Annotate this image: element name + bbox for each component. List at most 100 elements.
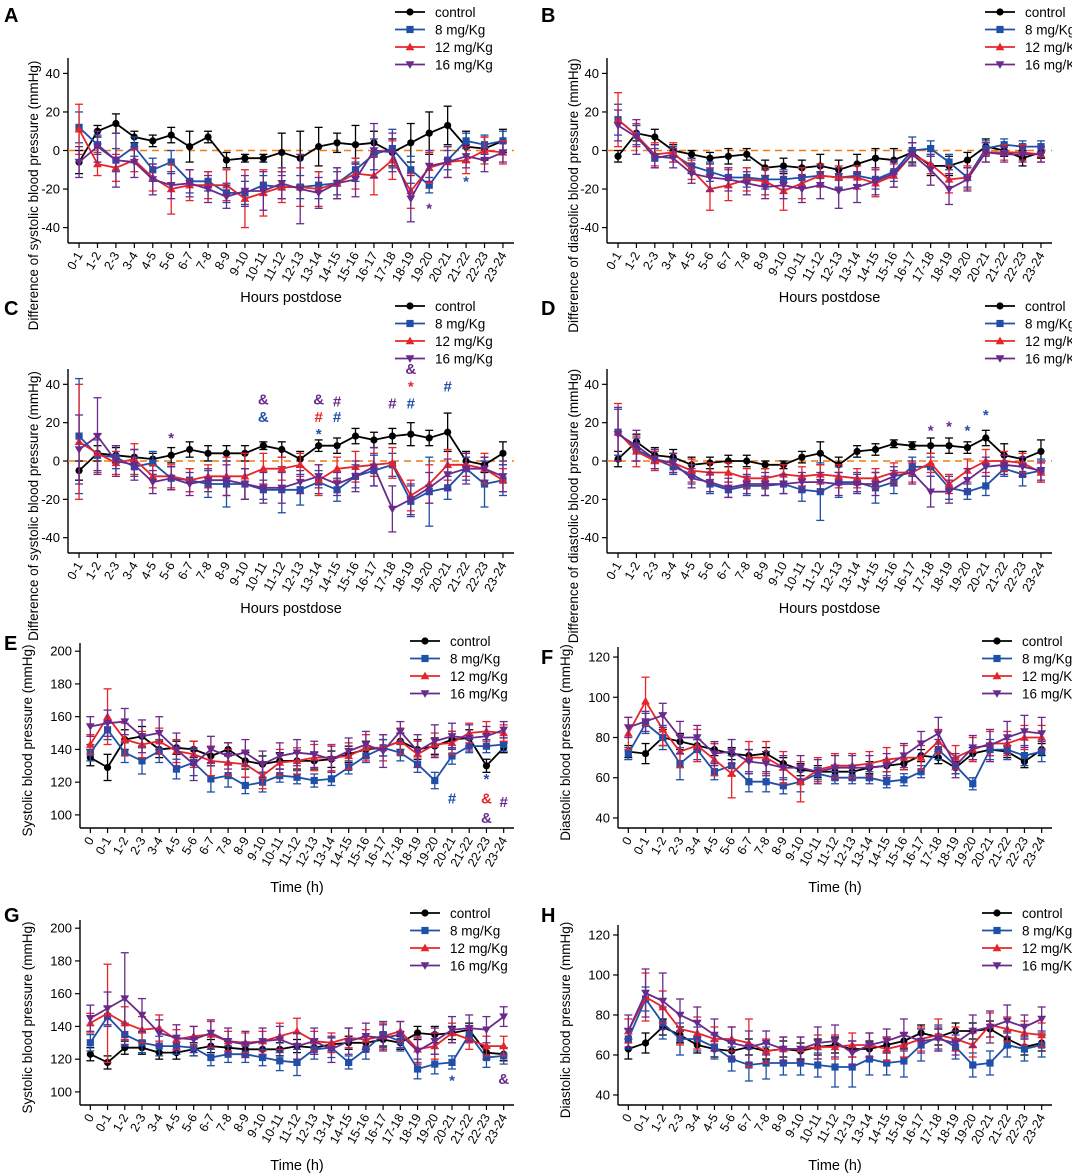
control-marker [103, 763, 112, 772]
legend-label: 16 mg/Kg [435, 352, 493, 367]
control-marker [687, 150, 696, 158]
control-marker [407, 139, 415, 147]
8mg-marker [421, 654, 429, 663]
8mg-marker [779, 782, 787, 790]
control-marker [351, 432, 360, 440]
16mg-marker [951, 762, 960, 771]
8mg-marker [293, 773, 301, 781]
16mg-marker [424, 162, 434, 171]
16mg-marker [658, 712, 668, 720]
16mg-marker [85, 723, 95, 731]
16mg-marker [723, 484, 733, 493]
16mg-marker [613, 122, 623, 130]
16mg-marker [413, 1047, 422, 1056]
panel-e: E 20018016014012010000-11-22-33-44-55-66-… [4, 633, 514, 896]
16mg-marker [963, 176, 972, 184]
y-tick-label: 200 [50, 921, 72, 936]
control-marker [421, 909, 429, 917]
16mg-marker [111, 156, 121, 165]
series-control [75, 105, 507, 186]
legend: control 8 mg/Kg 12 mg/Kg 16 mg/Kg [982, 906, 1072, 974]
8mg-marker [762, 778, 770, 786]
y-tick-label: 40 [585, 377, 599, 392]
series-control [614, 429, 1045, 474]
significance-mark: # [314, 409, 323, 426]
8mg-marker [462, 137, 470, 145]
control-marker [853, 447, 861, 456]
16mg-marker [430, 738, 440, 746]
12mg-marker [1037, 1030, 1047, 1039]
16mg-marker [865, 764, 874, 773]
significance-mark: # [499, 794, 508, 811]
x-tick-label: 7-8 [214, 1111, 235, 1134]
control-marker [499, 449, 507, 457]
16mg-marker [405, 355, 415, 363]
control-marker [798, 453, 806, 461]
16mg-marker [189, 760, 199, 769]
control-marker [149, 137, 157, 145]
control-marker [204, 133, 212, 141]
8mg-marker [969, 1061, 977, 1069]
y-tick-label: 40 [46, 377, 60, 392]
significance-mark: * [168, 430, 174, 447]
16mg-marker [668, 459, 678, 468]
16mg-marker [882, 762, 892, 771]
12mg-marker [420, 671, 430, 680]
16mg-marker [852, 480, 862, 489]
16mg-marker [907, 469, 917, 477]
control-marker [259, 442, 267, 450]
control-marker [407, 430, 415, 438]
16mg-marker [351, 176, 360, 184]
16mg-marker [240, 480, 250, 489]
x-axis-title: Time (h) [808, 880, 861, 896]
16mg-marker [815, 478, 825, 487]
8mg-marker [448, 1058, 456, 1067]
12mg-marker [992, 671, 1002, 680]
16mg-marker [999, 461, 1009, 470]
12mg-marker [482, 1041, 491, 1050]
16mg-marker [744, 1043, 754, 1052]
x-tick-label: 4-5 [162, 834, 183, 857]
x-tick-label: 0-1 [93, 1111, 114, 1134]
x-tick-label: 4-5 [138, 249, 159, 272]
y-tick-label: -20 [41, 182, 60, 197]
control-marker [315, 442, 323, 450]
16mg-marker [692, 734, 702, 742]
x-axis-title: Hours postdose [240, 601, 342, 617]
16mg-marker [222, 476, 231, 485]
control-marker [996, 8, 1004, 16]
significance-mark: & [258, 392, 269, 409]
x-tick-label: 1-2 [648, 834, 669, 857]
y-axis-title: Difference of systolic blood pressure (m… [26, 61, 41, 331]
16mg-marker [351, 473, 360, 481]
series-16-mg-kg [623, 702, 1047, 785]
16mg-marker [933, 1035, 943, 1044]
significance-mark: * [928, 422, 934, 439]
16mg-marker [992, 690, 1002, 698]
16mg-marker [1020, 728, 1029, 736]
control-marker [86, 1050, 94, 1058]
16mg-marker [74, 158, 84, 167]
x-axis-title: Time (h) [808, 1158, 861, 1174]
16mg-marker [378, 1034, 388, 1043]
control-marker [982, 434, 990, 442]
12mg-marker [723, 468, 733, 476]
series-line [78, 126, 504, 194]
control-marker [425, 434, 433, 442]
x-tick-label: 3-4 [145, 1111, 166, 1134]
8mg-marker [138, 757, 146, 765]
16mg-marker [120, 718, 130, 726]
y-tick-label: 20 [46, 415, 60, 430]
x-tick-label: 4-5 [138, 559, 159, 582]
control-marker [444, 121, 452, 130]
16mg-marker [395, 1031, 405, 1040]
16mg-marker [778, 1045, 788, 1054]
8mg-marker [796, 1059, 805, 1067]
16mg-marker [395, 728, 405, 736]
legend-label: control [450, 634, 491, 649]
16mg-marker [705, 174, 715, 182]
8mg-marker [421, 926, 429, 935]
8mg-marker [779, 1059, 787, 1067]
x-tick-label: 7-8 [732, 559, 753, 582]
16mg-marker [120, 995, 130, 1003]
